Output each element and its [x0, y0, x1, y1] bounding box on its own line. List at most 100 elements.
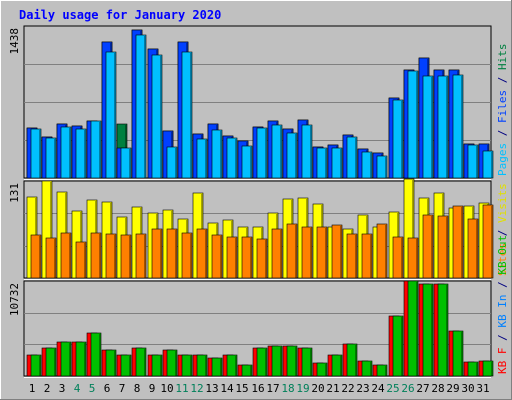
x-tick-label-day-27: 27	[416, 382, 429, 395]
panel-max-label: 131	[8, 183, 21, 203]
bar-shade	[84, 130, 86, 178]
bar-shade	[280, 230, 282, 278]
bar-pages-day-16	[256, 127, 268, 179]
bar-kb-out-day-19	[301, 347, 313, 377]
bar-kb-out-day-17	[271, 345, 283, 377]
bar-shade	[476, 146, 478, 178]
bar-pages-day-14	[226, 137, 238, 179]
bar-sites-day-29	[452, 205, 464, 279]
legend-entry: Files	[496, 90, 509, 123]
x-tick-label-day-11: 11	[175, 382, 188, 395]
bar-shade	[401, 101, 403, 178]
bar-sites-day-18	[286, 223, 298, 279]
bar-sites-day-21	[331, 224, 343, 279]
bar-pages-day-24	[376, 155, 388, 179]
bar-shade	[54, 239, 56, 278]
bar-pages-day-23	[361, 151, 373, 179]
bar-kb-out-day-4	[75, 341, 87, 377]
legend-entry: Pages	[496, 143, 509, 176]
bar-sites-day-8	[135, 233, 147, 279]
bar-shade	[39, 130, 41, 178]
bar-shade	[325, 364, 327, 376]
bar-shade	[99, 234, 101, 278]
bar-shade	[220, 131, 222, 178]
bar-shade	[129, 149, 131, 178]
bar-kb-out-day-7	[120, 354, 132, 377]
legend-entry: KB F	[496, 348, 509, 375]
bar-sites-day-1	[30, 234, 42, 279]
bar-shade	[99, 334, 101, 376]
bar-shade	[461, 207, 463, 278]
x-tick-label-day-18: 18	[281, 382, 294, 395]
panel-legend: Pages / Files / Hits	[496, 44, 509, 177]
bar-sites-day-6	[105, 233, 117, 279]
bar-shade	[160, 230, 162, 278]
bar-shade	[446, 285, 448, 376]
chart-title: Daily usage for January 2020	[19, 8, 221, 22]
bar-pages-day-17	[271, 124, 283, 179]
x-tick-label-day-6: 6	[104, 382, 111, 395]
bar-shade	[340, 149, 342, 178]
bar-pages-day-13	[211, 129, 223, 179]
bar-sites-day-7	[120, 234, 132, 279]
x-tick-label-day-13: 13	[205, 382, 218, 395]
bar-kb-out-day-10	[166, 349, 178, 377]
bar-kb-out-day-31	[482, 360, 494, 377]
bar-shade	[99, 122, 101, 178]
bar-shade	[355, 235, 357, 278]
bar-shade	[250, 147, 252, 178]
bar-shade	[310, 349, 312, 376]
bar-shade	[370, 153, 372, 178]
bar-shade	[401, 317, 403, 376]
bar-shade	[431, 77, 433, 178]
bar-sites-day-4	[75, 241, 87, 279]
bar-kb-out-day-14	[226, 354, 238, 377]
x-tick-label-day-2: 2	[44, 382, 51, 395]
bar-shade	[355, 138, 357, 178]
x-tick-label-day-15: 15	[235, 382, 248, 395]
bar-kb-out-day-9	[151, 354, 163, 377]
panel-max-label: 10732	[8, 283, 21, 316]
bar-shade	[235, 139, 237, 178]
bar-shade	[340, 356, 342, 376]
bar-shade	[412, 180, 414, 278]
bar-sites-day-25	[392, 236, 404, 279]
bar-pages-day-15	[241, 145, 253, 179]
bar-kb-out-day-11	[181, 354, 193, 377]
bar-sites-day-14	[226, 236, 238, 279]
bar-kb-out-day-24	[376, 364, 388, 377]
bar-pages-day-30	[467, 144, 479, 179]
bar-shade	[401, 238, 403, 278]
bar-sites-day-5	[90, 232, 102, 279]
bar-shade	[175, 230, 177, 278]
bar-kb-out-day-25	[392, 315, 404, 377]
bar-sites-day-15	[241, 236, 253, 279]
x-tick-label-day-19: 19	[296, 382, 309, 395]
bar-shade	[220, 236, 222, 278]
bar-shade	[280, 126, 282, 178]
bar-shade	[385, 225, 387, 278]
bar-kb-out-day-1	[30, 354, 42, 377]
bar-kb-out-day-5	[90, 332, 102, 377]
bar-pages-day-11	[181, 51, 193, 179]
bar-sites-day-30	[467, 218, 479, 279]
bar-shade	[265, 129, 267, 178]
panel-legend: KB F / KB In / KB Out	[496, 235, 509, 374]
bar-shade	[235, 238, 237, 278]
bar-shade	[69, 343, 71, 376]
bar-pages-day-12	[196, 138, 208, 179]
bar-shade	[144, 349, 146, 376]
bar-shade	[476, 363, 478, 376]
panel-hits-files-pages: 1438 Pages / Files / Hits	[8, 25, 509, 180]
bar-shade	[129, 236, 131, 278]
bar-kb-out-day-3	[60, 341, 72, 377]
bar-shade	[69, 234, 71, 278]
legend-entry: Sites	[496, 243, 509, 276]
x-tick-label-day-28: 28	[431, 382, 444, 395]
x-tick-label-day-7: 7	[119, 382, 126, 395]
bar-sites-day-9	[151, 228, 163, 279]
bar-shade	[491, 206, 493, 278]
bar-sites-day-27	[422, 214, 434, 279]
bar-pages-day-19	[301, 124, 313, 179]
